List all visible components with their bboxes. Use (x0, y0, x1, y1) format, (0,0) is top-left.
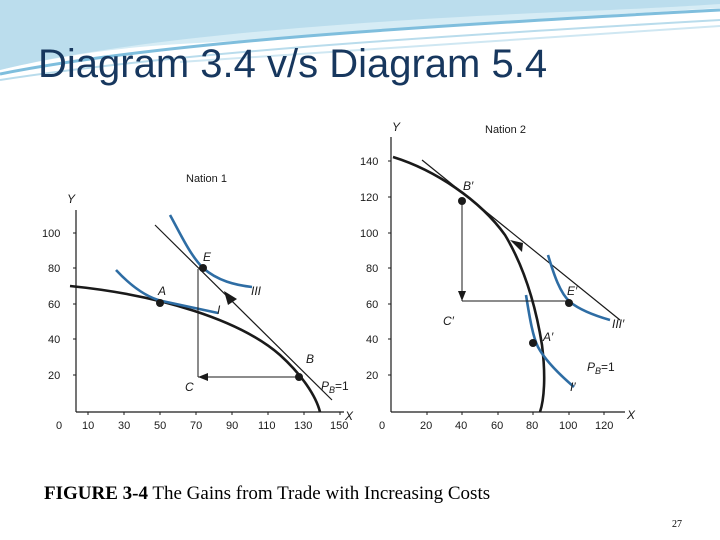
nation2-x-tick: 60 (491, 420, 503, 432)
nation1-y-ticks: 100 80 60 40 20 (42, 228, 76, 382)
nation1-y-axis-label: Y (67, 192, 76, 206)
nation2-price-arrow (510, 240, 523, 252)
nation1-x-tick: 0 (56, 420, 62, 432)
nation2-label-C: C′ (443, 314, 455, 328)
nation1-title: Nation 1 (186, 173, 227, 185)
nation2-point-E (565, 299, 573, 307)
nation2-x-axis-label: X (626, 408, 636, 422)
nation2-label-B: B′ (463, 179, 474, 193)
nation2-x-ticks: 0 20 40 60 80 100 120 (379, 412, 613, 432)
nation2-price-label: PB=1 (587, 360, 615, 376)
nation1-y-tick: 80 (48, 263, 60, 275)
nation2-y-tick: 100 (360, 228, 378, 240)
nation2-point-B (458, 197, 466, 205)
trade-gains-figure: Nation 1 Y X 100 80 60 40 20 (42, 120, 636, 432)
nation1-panel: Nation 1 Y X 100 80 60 40 20 (42, 173, 354, 432)
nation1-indifference-curve-I (115, 269, 219, 315)
nation1-label-B: B (306, 352, 314, 366)
nation1-price-arrow (224, 291, 237, 305)
nation1-x-tick: 30 (118, 420, 130, 432)
nation2-y-axis-label: Y (392, 120, 401, 134)
nation1-label-A: A (157, 284, 166, 298)
nation1-y-tick: 40 (48, 334, 60, 346)
nation1-price-label: PB=1 (321, 379, 349, 395)
caption-figure-number: FIGURE 3-4 (44, 483, 148, 504)
nation1-x-tick: 90 (226, 420, 238, 432)
nation1-point-B (295, 373, 303, 381)
nation2-indifference-curve-I (524, 294, 575, 388)
nation1-x-tick: 70 (190, 420, 202, 432)
nation2-x-tick: 20 (420, 420, 432, 432)
page-number: 27 (672, 519, 682, 530)
figure-caption: FIGURE 3-4 The Gains from Trade with Inc… (44, 483, 490, 505)
nation2-y-tick: 40 (366, 334, 378, 346)
nation2-label-A: A′ (542, 330, 554, 344)
nation1-x-axis-label: X (344, 409, 354, 423)
nation1-label-I: I (217, 303, 221, 317)
nation2-x-tick: 120 (595, 420, 613, 432)
nation2-y-tick: 120 (360, 192, 378, 204)
nation2-title: Nation 2 (485, 124, 526, 136)
nation2-point-A (529, 339, 537, 347)
nation1-y-tick: 20 (48, 370, 60, 382)
nation1-point-A (156, 299, 164, 307)
nation1-production-frontier (69, 284, 322, 413)
nation1-x-tick: 110 (258, 420, 276, 432)
nation2-y-ticks: 140 120 100 80 60 40 20 (360, 156, 391, 382)
nation2-label-E: E′ (567, 284, 578, 298)
nation2-label-III: III′ (612, 317, 625, 331)
nation1-y-tick: 60 (48, 299, 60, 311)
nation1-x-tick: 130 (294, 420, 312, 432)
nation1-x-tick: 10 (82, 420, 94, 432)
nation1-point-E (199, 264, 207, 272)
nation2-x-tick: 0 (379, 420, 385, 432)
nation1-x-ticks: 0 10 30 50 70 90 110 130 150 (56, 412, 348, 432)
nation2-y-tick: 60 (366, 299, 378, 311)
nation2-production-frontier (392, 155, 546, 413)
nation1-label-C: C (185, 380, 194, 394)
nation1-y-tick: 100 (42, 228, 60, 240)
nation2-y-tick: 20 (366, 370, 378, 382)
nation2-panel: Nation 2 Y X 140 120 100 80 60 40 20 (360, 120, 636, 432)
nation1-label-E: E (203, 250, 212, 264)
nation1-x-tick: 50 (154, 420, 166, 432)
nation1-price-line (154, 224, 333, 401)
nation2-y-tick: 140 (360, 156, 378, 168)
nation2-price-line (421, 159, 621, 321)
nation2-y-tick: 80 (366, 263, 378, 275)
nation2-x-tick: 80 (526, 420, 538, 432)
nation1-label-III: III (251, 284, 262, 298)
nation2-x-tick: 40 (455, 420, 467, 432)
header-decoration (0, 0, 720, 81)
nation1-x-tick: 150 (330, 420, 348, 432)
caption-text: The Gains from Trade with Increasing Cos… (147, 483, 491, 504)
nation2-label-I: I′ (570, 380, 576, 394)
nation2-x-tick: 100 (559, 420, 577, 432)
slide-title: Diagram 3.4 v/s Diagram 5.4 (38, 42, 548, 86)
